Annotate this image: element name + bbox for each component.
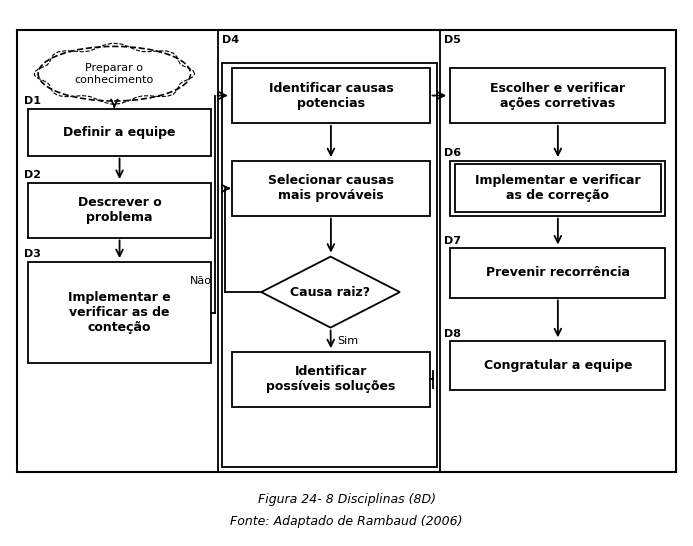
FancyBboxPatch shape — [232, 68, 430, 123]
Text: Implementar e verificar
as de correção: Implementar e verificar as de correção — [475, 174, 640, 203]
Text: Congratular a equipe: Congratular a equipe — [484, 359, 632, 372]
FancyBboxPatch shape — [450, 68, 665, 123]
Text: D4: D4 — [222, 35, 239, 45]
Text: Descrever o
problema: Descrever o problema — [78, 196, 161, 224]
Text: Definir a equipe: Definir a equipe — [63, 126, 176, 139]
Text: D1: D1 — [24, 97, 42, 106]
Text: D6: D6 — [444, 149, 461, 158]
FancyBboxPatch shape — [232, 352, 430, 407]
Polygon shape — [261, 257, 400, 328]
FancyBboxPatch shape — [455, 164, 661, 212]
FancyBboxPatch shape — [28, 109, 211, 156]
Text: D3: D3 — [24, 250, 41, 259]
Text: Fonte: Adaptado de Rambaud (2006): Fonte: Adaptado de Rambaud (2006) — [230, 515, 463, 528]
Text: Figura 24- 8 Disciplinas (8D): Figura 24- 8 Disciplinas (8D) — [258, 493, 435, 506]
Ellipse shape — [38, 46, 191, 101]
Text: Causa raiz?: Causa raiz? — [290, 286, 371, 299]
Text: Selecionar causas
mais prováveis: Selecionar causas mais prováveis — [268, 174, 394, 203]
FancyBboxPatch shape — [222, 63, 437, 467]
Text: D5: D5 — [444, 35, 460, 45]
FancyBboxPatch shape — [450, 341, 665, 390]
Text: Preparar o
conhecimento: Preparar o conhecimento — [75, 63, 154, 85]
Text: Implementar e
verificar as de
conteção: Implementar e verificar as de conteção — [68, 291, 171, 334]
Text: D8: D8 — [444, 329, 461, 339]
Text: Sim: Sim — [337, 336, 358, 346]
FancyBboxPatch shape — [28, 183, 211, 238]
Text: D7: D7 — [444, 236, 461, 246]
Text: Prevenir recorrência: Prevenir recorrência — [486, 266, 630, 280]
FancyBboxPatch shape — [450, 248, 665, 298]
Text: Identificar
possíveis soluções: Identificar possíveis soluções — [266, 365, 396, 394]
Text: Não: Não — [190, 276, 212, 286]
Text: Identificar causas
potencias: Identificar causas potencias — [268, 81, 394, 110]
Text: D2: D2 — [24, 170, 42, 180]
FancyBboxPatch shape — [450, 161, 665, 216]
FancyBboxPatch shape — [232, 161, 430, 216]
FancyBboxPatch shape — [28, 262, 211, 363]
Text: Escolher e verificar
ações corretivas: Escolher e verificar ações corretivas — [491, 81, 625, 110]
FancyBboxPatch shape — [17, 30, 676, 472]
